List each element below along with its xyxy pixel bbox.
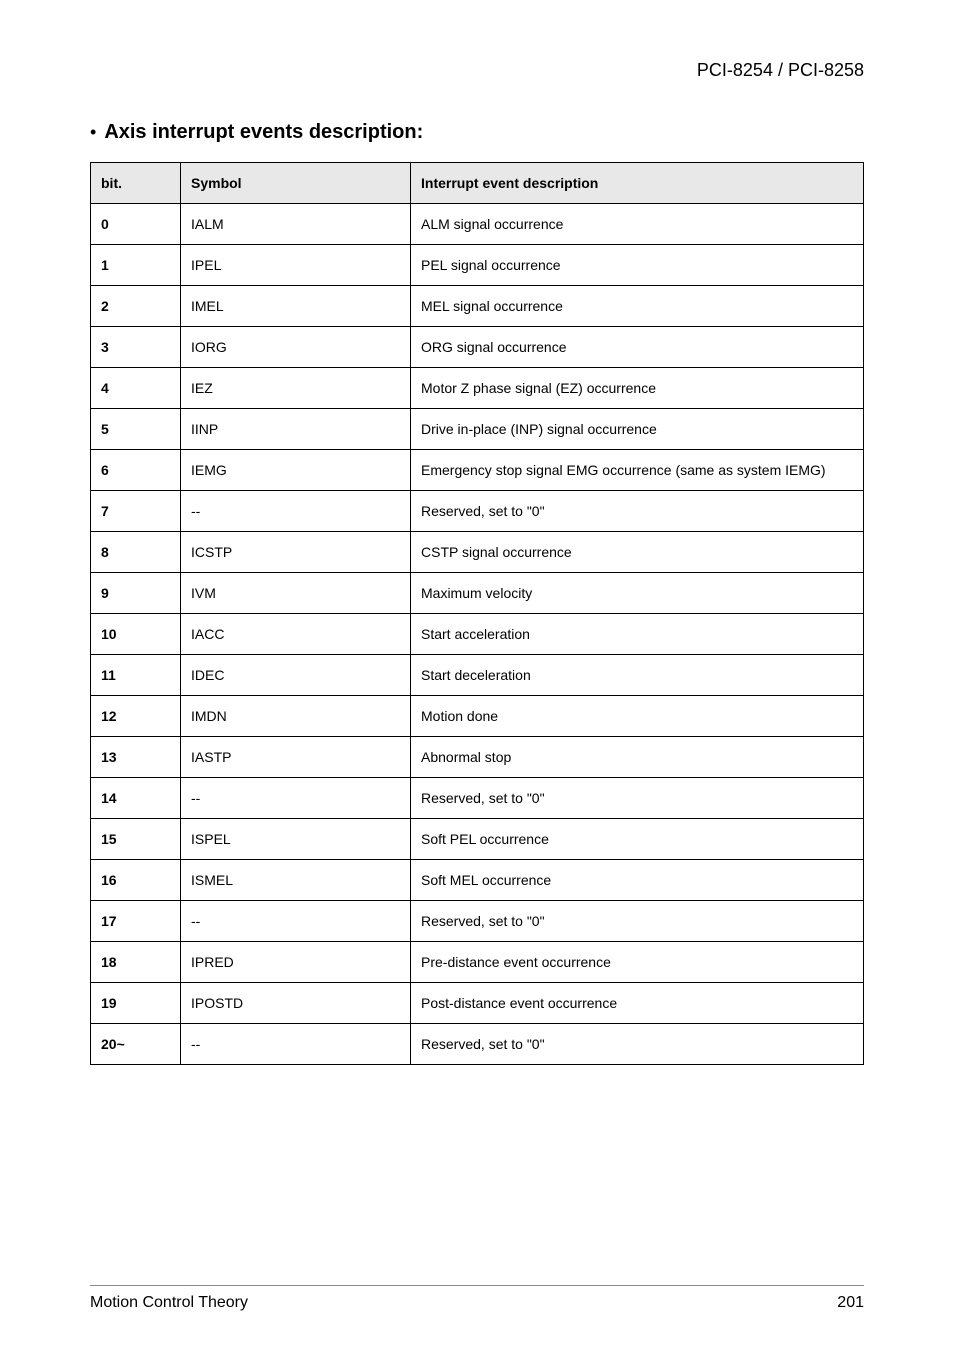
cell-desc: PEL signal occurrence <box>411 245 864 286</box>
col-header-symbol: Symbol <box>181 163 411 204</box>
cell-desc: Maximum velocity <box>411 573 864 614</box>
table-row: 20~--Reserved, set to "0" <box>91 1024 864 1065</box>
cell-bit: 13 <box>91 737 181 778</box>
table-row: 12IMDNMotion done <box>91 696 864 737</box>
table-row: 5IINPDrive in-place (INP) signal occurre… <box>91 409 864 450</box>
table-row: 9IVMMaximum velocity <box>91 573 864 614</box>
page-header-product: PCI-8254 / PCI-8258 <box>90 60 864 81</box>
table-row: 16ISMELSoft MEL occurrence <box>91 860 864 901</box>
table-row: 1IPELPEL signal occurrence <box>91 245 864 286</box>
footer-right: 201 <box>837 1294 864 1312</box>
cell-bit: 3 <box>91 327 181 368</box>
cell-desc: Post-distance event occurrence <box>411 983 864 1024</box>
cell-symbol: IPRED <box>181 942 411 983</box>
table-row: 2IMELMEL signal occurrence <box>91 286 864 327</box>
cell-symbol: -- <box>181 901 411 942</box>
cell-symbol: IALM <box>181 204 411 245</box>
cell-symbol: ISMEL <box>181 860 411 901</box>
cell-bit: 9 <box>91 573 181 614</box>
cell-desc: Soft MEL occurrence <box>411 860 864 901</box>
table-row: 7--Reserved, set to "0" <box>91 491 864 532</box>
cell-symbol: -- <box>181 491 411 532</box>
table-row: 8ICSTPCSTP signal occurrence <box>91 532 864 573</box>
cell-desc: Drive in-place (INP) signal occurrence <box>411 409 864 450</box>
cell-bit: 20~ <box>91 1024 181 1065</box>
cell-bit: 6 <box>91 450 181 491</box>
cell-bit: 10 <box>91 614 181 655</box>
cell-bit: 15 <box>91 819 181 860</box>
table-row: 6IEMGEmergency stop signal EMG occurrenc… <box>91 450 864 491</box>
cell-desc: Emergency stop signal EMG occurrence (sa… <box>411 450 864 491</box>
cell-bit: 12 <box>91 696 181 737</box>
cell-bit: 16 <box>91 860 181 901</box>
cell-bit: 8 <box>91 532 181 573</box>
cell-bit: 11 <box>91 655 181 696</box>
cell-symbol: IMEL <box>181 286 411 327</box>
table-row: 15ISPELSoft PEL occurrence <box>91 819 864 860</box>
cell-desc: MEL signal occurrence <box>411 286 864 327</box>
table-header-row: bit. Symbol Interrupt event description <box>91 163 864 204</box>
cell-desc: Reserved, set to "0" <box>411 1024 864 1065</box>
cell-symbol: -- <box>181 1024 411 1065</box>
cell-desc: Start deceleration <box>411 655 864 696</box>
cell-desc: Abnormal stop <box>411 737 864 778</box>
section-title: Axis interrupt events description: <box>104 121 423 144</box>
table-row: 17--Reserved, set to "0" <box>91 901 864 942</box>
cell-symbol: IINP <box>181 409 411 450</box>
cell-desc: Reserved, set to "0" <box>411 491 864 532</box>
cell-symbol: IEMG <box>181 450 411 491</box>
cell-desc: Motion done <box>411 696 864 737</box>
interrupt-events-table: bit. Symbol Interrupt event description … <box>90 162 864 1065</box>
table-row: 4IEZMotor Z phase signal (EZ) occurrence <box>91 368 864 409</box>
cell-symbol: ISPEL <box>181 819 411 860</box>
table-row: 18IPREDPre-distance event occurrence <box>91 942 864 983</box>
col-header-desc: Interrupt event description <box>411 163 864 204</box>
footer-left: Motion Control Theory <box>90 1294 248 1312</box>
cell-bit: 4 <box>91 368 181 409</box>
cell-desc: Motor Z phase signal (EZ) occurrence <box>411 368 864 409</box>
cell-symbol: IVM <box>181 573 411 614</box>
page-footer: Motion Control Theory 201 <box>90 1285 864 1312</box>
cell-bit: 19 <box>91 983 181 1024</box>
cell-bit: 7 <box>91 491 181 532</box>
cell-bit: 18 <box>91 942 181 983</box>
cell-symbol: IASTP <box>181 737 411 778</box>
cell-desc: Reserved, set to "0" <box>411 901 864 942</box>
cell-desc: ALM signal occurrence <box>411 204 864 245</box>
table-row: 19IPOSTDPost-distance event occurrence <box>91 983 864 1024</box>
cell-desc: Pre-distance event occurrence <box>411 942 864 983</box>
cell-symbol: IACC <box>181 614 411 655</box>
table-row: 10IACCStart acceleration <box>91 614 864 655</box>
cell-bit: 17 <box>91 901 181 942</box>
cell-bit: 1 <box>91 245 181 286</box>
cell-bit: 0 <box>91 204 181 245</box>
table-row: 3IORGORG signal occurrence <box>91 327 864 368</box>
cell-desc: CSTP signal occurrence <box>411 532 864 573</box>
cell-symbol: ICSTP <box>181 532 411 573</box>
cell-desc: Start acceleration <box>411 614 864 655</box>
cell-symbol: IORG <box>181 327 411 368</box>
cell-symbol: IDEC <box>181 655 411 696</box>
cell-bit: 2 <box>91 286 181 327</box>
cell-symbol: IMDN <box>181 696 411 737</box>
cell-symbol: IEZ <box>181 368 411 409</box>
table-row: 14--Reserved, set to "0" <box>91 778 864 819</box>
table-row: 11IDECStart deceleration <box>91 655 864 696</box>
table-row: 0IALMALM signal occurrence <box>91 204 864 245</box>
cell-symbol: -- <box>181 778 411 819</box>
cell-symbol: IPEL <box>181 245 411 286</box>
bullet-icon: • <box>90 122 96 143</box>
cell-desc: Soft PEL occurrence <box>411 819 864 860</box>
cell-desc: ORG signal occurrence <box>411 327 864 368</box>
cell-desc: Reserved, set to "0" <box>411 778 864 819</box>
col-header-bit: bit. <box>91 163 181 204</box>
cell-symbol: IPOSTD <box>181 983 411 1024</box>
cell-bit: 14 <box>91 778 181 819</box>
table-row: 13IASTPAbnormal stop <box>91 737 864 778</box>
cell-bit: 5 <box>91 409 181 450</box>
